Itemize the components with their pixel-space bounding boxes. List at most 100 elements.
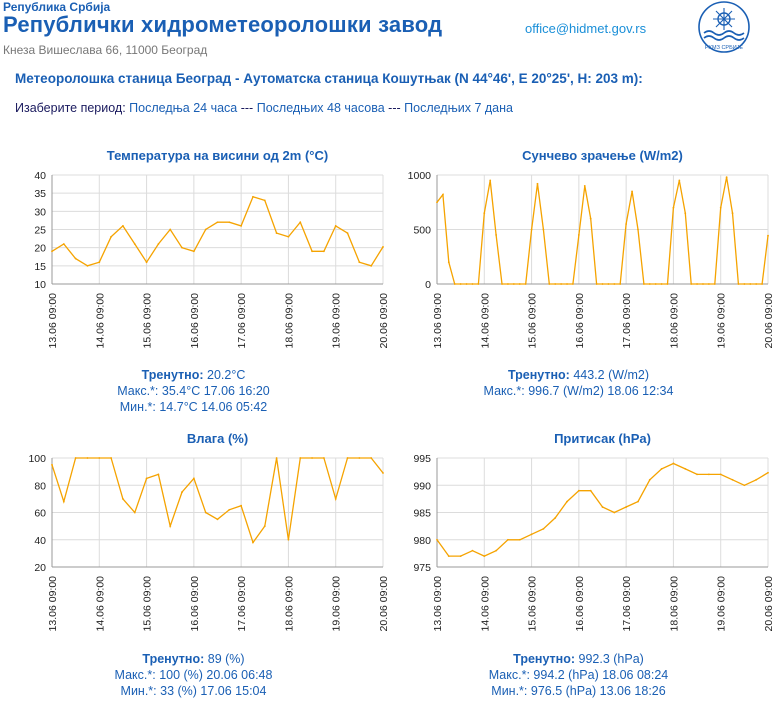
max-value: 100 (%) 20.06 06:48: [159, 668, 273, 682]
x-tick-label: 20.06 09:00: [763, 293, 772, 349]
data-point: [648, 478, 651, 481]
data-point: [696, 473, 698, 476]
series-line: [436, 462, 769, 557]
data-point: [495, 234, 498, 236]
data-point: [157, 243, 160, 245]
header-address: Кнеза Вишеслава 66, 11000 Београд: [3, 43, 208, 57]
data-point: [110, 235, 113, 238]
station-title: Метеоролошка станица Београд - Аутоматск…: [15, 71, 643, 86]
max-label: Макс.*:: [117, 384, 159, 398]
temperature-chart: Температура на висини од 2m (°C) 10 15 20 25…: [34, 148, 387, 349]
x-tick-label: 18.06 09:00: [668, 576, 680, 632]
x-tick-label: 14.06 09:00: [94, 293, 106, 349]
data-point: [287, 235, 290, 238]
x-tick-label: 19.06 09:00: [716, 576, 728, 632]
data-point: [216, 518, 219, 521]
x-tick-label: 16.06 09:00: [189, 293, 201, 349]
chart-title: Температура на висини од 2m (°C): [107, 148, 328, 163]
chart-title: Сунчево зрачење (W/m2): [522, 148, 683, 163]
data-point: [98, 261, 101, 264]
data-point: [625, 223, 628, 225]
email-link[interactable]: office@hidmet.gov.rs: [525, 21, 647, 36]
data-point: [731, 212, 734, 215]
data-point: [642, 283, 645, 285]
data-point: [263, 525, 266, 528]
data-point: [696, 283, 698, 285]
y-tick-label: 1000: [408, 170, 432, 182]
pressure-panel: Притисак (hPa) 975 980 985 990 995 13.06 09:00…: [385, 423, 772, 703]
x-tick-label: 16.06 09:00: [574, 293, 586, 349]
data-point: [501, 283, 503, 285]
current-value: 89 (%): [207, 652, 245, 666]
x-tick-label: 14.06 09:00: [479, 293, 491, 349]
current-label: Тренутно:: [142, 652, 205, 666]
min-label: Мин.*:: [119, 400, 156, 414]
data-point: [122, 497, 124, 500]
x-tick-label: 16.06 09:00: [189, 576, 201, 632]
data-point: [471, 283, 474, 285]
data-point: [370, 264, 373, 267]
data-point: [530, 533, 533, 536]
data-point: [346, 232, 349, 235]
data-point: [447, 555, 450, 557]
data-point: [589, 489, 592, 492]
data-point: [731, 478, 734, 481]
x-tick-label: 15.06 09:00: [527, 576, 539, 632]
period-selector: Изаберите период: Последња 24 часа --- П…: [15, 101, 513, 115]
data-point: [648, 283, 651, 285]
data-point: [471, 549, 474, 552]
data-point: [690, 283, 693, 285]
data-point: [684, 468, 687, 470]
data-point: [554, 517, 557, 519]
y-tick-label: 0: [425, 279, 431, 291]
data-point: [601, 283, 604, 285]
data-point: [489, 179, 492, 182]
period-7d-link[interactable]: Последњих 7 дана: [404, 101, 513, 115]
data-point: [240, 224, 243, 227]
humidity-chart: Влага (%) 20 40 60 80 100 13.06 09:00 14.06 09:…: [28, 431, 387, 632]
x-tick-label: 20.06 09:00: [763, 576, 772, 632]
data-point: [737, 283, 740, 285]
current-label: Тренутно:: [141, 368, 204, 382]
x-tick-label: 15.06 09:00: [527, 293, 539, 349]
humidity-readout: Тренутно: 89 (%) Макс.*: 100 (%) 20.06 0…: [0, 651, 387, 699]
data-point: [560, 283, 563, 285]
x-tick-label: 15.06 09:00: [142, 576, 154, 632]
data-point: [346, 457, 349, 459]
data-point: [51, 250, 53, 253]
data-point: [252, 541, 254, 544]
y-tick-label: 40: [34, 535, 46, 547]
data-point: [358, 457, 361, 459]
data-point: [654, 283, 657, 285]
data-point: [204, 228, 207, 231]
series-line: [51, 196, 384, 267]
min-value: 976.5 (hPa) 13.06 18:26: [530, 684, 666, 698]
period-48h-link[interactable]: Последњих 48 часова: [256, 101, 385, 115]
data-point: [507, 283, 509, 285]
data-point: [228, 508, 231, 511]
data-point: [311, 250, 313, 253]
data-point: [447, 261, 450, 264]
data-point: [512, 283, 515, 285]
logo-text: РХМЗ СРБИЈЕ: [705, 45, 743, 51]
humidity-panel: Влага (%) 20 40 60 80 100 13.06 09:00 14.06 09:…: [0, 423, 387, 703]
y-tick-label: 10: [34, 279, 46, 291]
data-point: [607, 283, 610, 285]
data-point: [62, 500, 65, 503]
data-point: [157, 473, 160, 476]
max-label: Макс.*:: [114, 668, 156, 682]
x-tick-label: 20.06 09:00: [378, 576, 387, 632]
period-24h-link[interactable]: Последња 24 часа: [129, 101, 238, 115]
data-point: [263, 199, 266, 202]
data-point: [719, 473, 722, 476]
data-point: [358, 261, 361, 264]
series-line: [436, 177, 769, 285]
data-point: [572, 283, 574, 285]
y-tick-label: 995: [413, 453, 431, 465]
data-point: [719, 206, 722, 209]
data-point: [566, 283, 568, 285]
data-point: [536, 182, 539, 185]
pressure-readout: Тренутно: 992.3 (hPa) Макс.*: 994.2 (hPa…: [385, 651, 772, 699]
data-point: [240, 504, 243, 507]
x-tick-label: 19.06 09:00: [331, 576, 343, 632]
